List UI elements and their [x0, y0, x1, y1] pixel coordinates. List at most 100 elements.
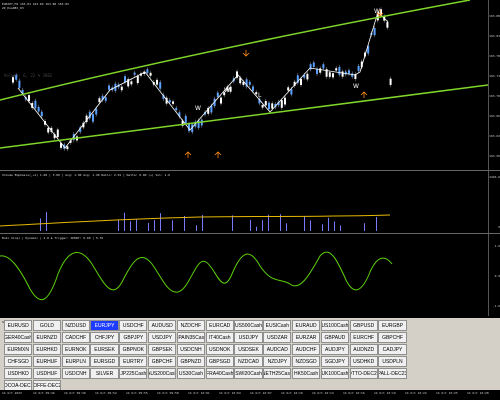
- candle-body: [271, 103, 274, 109]
- candle-body: [293, 81, 296, 86]
- volume-bars: [40, 211, 377, 231]
- symbol-button[interactable]: CHFSGD: [4, 356, 33, 367]
- symbol-button[interactable]: EURSEK: [90, 344, 119, 355]
- candle-body: [165, 97, 168, 104]
- symbol-button[interactable]: OTTO-DEC23: [349, 368, 378, 379]
- volume-bar: [364, 223, 365, 231]
- price-chart-pane[interactable]: EURJPY,M1 163.81 163.84 163.80 163.83 ZZ…: [0, 0, 488, 170]
- symbol-button[interactable]: USDCNH: [61, 368, 90, 379]
- symbol-button[interactable]: GBPAUD: [320, 332, 350, 343]
- candle-body: [146, 69, 149, 73]
- symbol-button[interactable]: AUDJPY: [320, 344, 350, 355]
- time-label: 14 Oct 09:49: [64, 391, 86, 395]
- symbol-button[interactable]: EURTRY: [119, 356, 148, 367]
- symbol-button[interactable]: NZDJPY: [263, 356, 292, 367]
- symbol-button[interactable]: GER40Cash: [4, 332, 33, 343]
- symbol-button[interactable]: EURZAR: [291, 332, 321, 343]
- volume-bar: [262, 220, 263, 231]
- time-label: 14 Oct 10:28: [467, 391, 489, 395]
- volume-header: Volume Emphasis(,+1) 1.60 | 3.00 | Avg: …: [2, 173, 170, 177]
- symbol-button[interactable]: NETH25Cash: [263, 368, 292, 379]
- symbol-button[interactable]: USDPLN: [378, 356, 407, 367]
- symbol-button[interactable]: GOLD: [32, 320, 62, 331]
- volume-bar: [232, 215, 233, 231]
- symbol-button[interactable]: EURNOK: [61, 344, 90, 355]
- symbol-button[interactable]: USDJPY: [234, 332, 263, 343]
- symbol-button[interactable]: GBPJPY: [119, 332, 148, 343]
- symbol-button[interactable]: PALL-DEC23: [378, 368, 407, 379]
- candle-body: [66, 146, 69, 150]
- symbol-button[interactable]: EURCHF: [349, 332, 378, 343]
- oscillator-pane[interactable]: Buki Vinqi | Dynamic | 2.0 & Trigger: SH…: [0, 234, 488, 316]
- symbol-button[interactable]: EURHUF: [32, 356, 62, 367]
- symbol-button[interactable]: NZDUSD: [61, 320, 90, 331]
- symbol-button[interactable]: UK100Cash: [320, 368, 350, 379]
- symbol-button[interactable]: AUDCAD: [263, 344, 292, 355]
- time-label: 14 Oct 10:04: [219, 391, 241, 395]
- symbol-button[interactable]: US100Cash: [320, 320, 350, 331]
- symbol-button[interactable]: NZDSGD: [291, 356, 321, 367]
- symbol-button[interactable]: SWI20Cash: [234, 368, 263, 379]
- svg-text:L: L: [258, 92, 262, 99]
- symbol-button[interactable]: EURGBP: [378, 320, 407, 331]
- symbol-button[interactable]: EURCAD: [205, 320, 234, 331]
- volume-pane[interactable]: Volume Emphasis(,+1) 1.60 | 3.00 | Avg: …: [0, 171, 488, 233]
- symbol-button[interactable]: EURHKD: [32, 344, 62, 355]
- symbol-button[interactable]: GBPCHF: [147, 356, 177, 367]
- symbol-button[interactable]: EURUSD: [4, 320, 33, 331]
- symbol-button[interactable]: CHFJPY: [90, 332, 119, 343]
- time-label: 14 Oct 2023: [2, 391, 22, 395]
- symbol-button[interactable]: EURNZD: [32, 332, 62, 343]
- candle-body: [229, 86, 232, 92]
- symbol-button[interactable]: GBPNZD: [176, 356, 206, 367]
- symbol-button[interactable]: AUDNZD: [349, 344, 378, 355]
- symbol-button[interactable]: GBPSEK: [147, 344, 177, 355]
- symbol-button[interactable]: USDCHF: [119, 320, 148, 331]
- volume-bar: [172, 220, 173, 231]
- symbol-button[interactable]: GBPCHF: [378, 332, 407, 343]
- symbol-button[interactable]: US500Cash: [234, 320, 263, 331]
- symbol-button[interactable]: AUDUSD: [147, 320, 177, 331]
- symbol-button[interactable]: SGDJPY: [320, 356, 350, 367]
- symbol-button[interactable]: US30Cash: [176, 368, 206, 379]
- symbol-button[interactable]: USDSEK: [234, 344, 263, 355]
- symbol-button[interactable]: EURPLN: [61, 356, 90, 367]
- symbol-button[interactable]: USDHUF: [32, 368, 62, 379]
- symbol-button[interactable]: USDZAR: [263, 332, 292, 343]
- candle-body: [264, 101, 267, 106]
- symbol-button[interactable]: SILVER: [90, 368, 119, 379]
- candle-body: [386, 22, 389, 28]
- symbol-button[interactable]: NZDCAD: [234, 356, 263, 367]
- symbol-button[interactable]: EURJPY: [90, 320, 119, 331]
- candle-body: [82, 122, 85, 128]
- symbol-button[interactable]: GBPNOK: [119, 344, 148, 355]
- pane-divider[interactable]: [0, 233, 500, 234]
- symbol-button[interactable]: EURAUD: [291, 320, 321, 331]
- symbol-button[interactable]: JP225Cash: [119, 368, 148, 379]
- volume-bar: [256, 226, 257, 231]
- symbol-button[interactable]: NZDCHF: [176, 320, 206, 331]
- symbol-button[interactable]: CADCHF: [61, 332, 90, 343]
- symbol-button[interactable]: CADJPY: [378, 344, 407, 355]
- symbol-button[interactable]: GBPUSD: [349, 320, 378, 331]
- symbol-button[interactable]: USDCNH: [176, 344, 206, 355]
- pane-divider[interactable]: [0, 170, 500, 171]
- symbol-button[interactable]: AUS200Cash: [147, 368, 177, 379]
- symbol-button[interactable]: EURSGD: [90, 356, 119, 367]
- symbol-button[interactable]: EURMXN: [4, 344, 33, 355]
- candle-body: [242, 81, 245, 85]
- symbol-button[interactable]: IT40Cash: [205, 332, 234, 343]
- symbol-button[interactable]: FRA40Cash: [205, 368, 234, 379]
- symbol-button[interactable]: USDNOK: [205, 344, 234, 355]
- symbol-button[interactable]: SPAIN35Cash: [176, 332, 206, 343]
- symbol-button[interactable]: USDHKD: [4, 368, 33, 379]
- symbol-button[interactable]: HK50Cash: [291, 368, 321, 379]
- symbol-button[interactable]: EUSICash: [263, 320, 292, 331]
- symbol-button[interactable]: USDJPY: [147, 332, 177, 343]
- symbol-button[interactable]: USDHKD: [349, 356, 378, 367]
- volume-bar: [196, 225, 197, 231]
- symbol-button[interactable]: AUDCHF: [291, 344, 321, 355]
- price-label: 163.88: [489, 14, 500, 18]
- symbol-button[interactable]: GBPSGD: [205, 356, 234, 367]
- candle-body: [341, 71, 344, 77]
